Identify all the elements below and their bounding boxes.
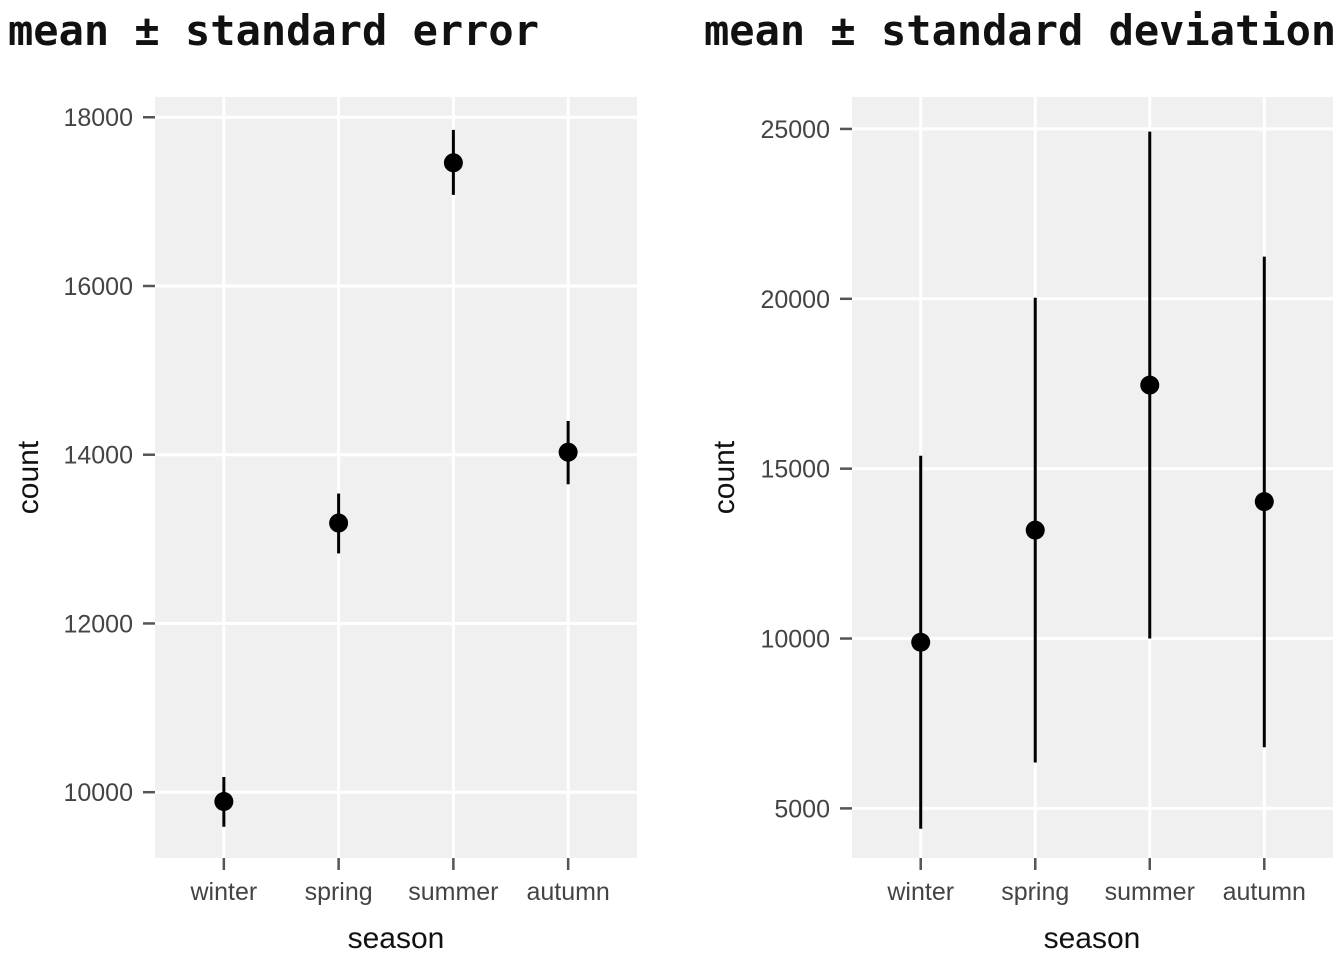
x-tick-label-summer: summer xyxy=(1105,878,1195,906)
chart-panel-2: 5000 10000 15000 20000 25000 winter spring summ… xyxy=(704,6,1336,955)
y-tick-label: 10000 xyxy=(63,779,133,807)
y-tick-label: 12000 xyxy=(63,610,133,638)
x-axis-label: season xyxy=(348,922,445,955)
y-axis-label: count xyxy=(708,440,741,514)
x-tick-label-winter: winter xyxy=(886,878,954,906)
data-point-winter xyxy=(911,632,931,652)
y-tick-label: 20000 xyxy=(760,286,830,314)
plot-panel-background xyxy=(155,97,637,858)
x-tick-label-spring: spring xyxy=(305,878,373,906)
y-tick-label: 5000 xyxy=(774,795,830,823)
x-tick-label-spring: spring xyxy=(1001,878,1069,906)
x-tick-label-autumn: autumn xyxy=(1223,878,1306,906)
chart-title: mean ± standard error xyxy=(8,6,539,55)
chart-panel-1: 10000 12000 14000 16000 18000 winter spring sum… xyxy=(8,6,637,955)
y-tick-label: 10000 xyxy=(760,626,830,654)
plot-panel-background xyxy=(852,97,1333,858)
chart-title: mean ± standard deviation xyxy=(704,6,1336,55)
x-tick-label-winter: winter xyxy=(190,878,258,906)
y-tick-label: 14000 xyxy=(63,442,133,470)
y-tick-label: 25000 xyxy=(760,116,830,144)
y-tick-label: 16000 xyxy=(63,273,133,301)
y-tick-label: 15000 xyxy=(760,456,830,484)
data-point-spring xyxy=(1025,520,1045,540)
data-point-summer xyxy=(1140,375,1160,395)
data-point-spring xyxy=(329,513,349,533)
data-point-summer xyxy=(443,153,463,173)
x-tick-label-autumn: autumn xyxy=(526,878,609,906)
y-tick-label: 18000 xyxy=(63,104,133,132)
x-tick-label-summer: summer xyxy=(408,878,498,906)
data-point-autumn xyxy=(558,442,578,462)
y-axis-label: count xyxy=(12,440,45,514)
x-axis-label: season xyxy=(1044,922,1141,955)
data-point-winter xyxy=(214,791,234,811)
data-point-autumn xyxy=(1254,492,1274,512)
